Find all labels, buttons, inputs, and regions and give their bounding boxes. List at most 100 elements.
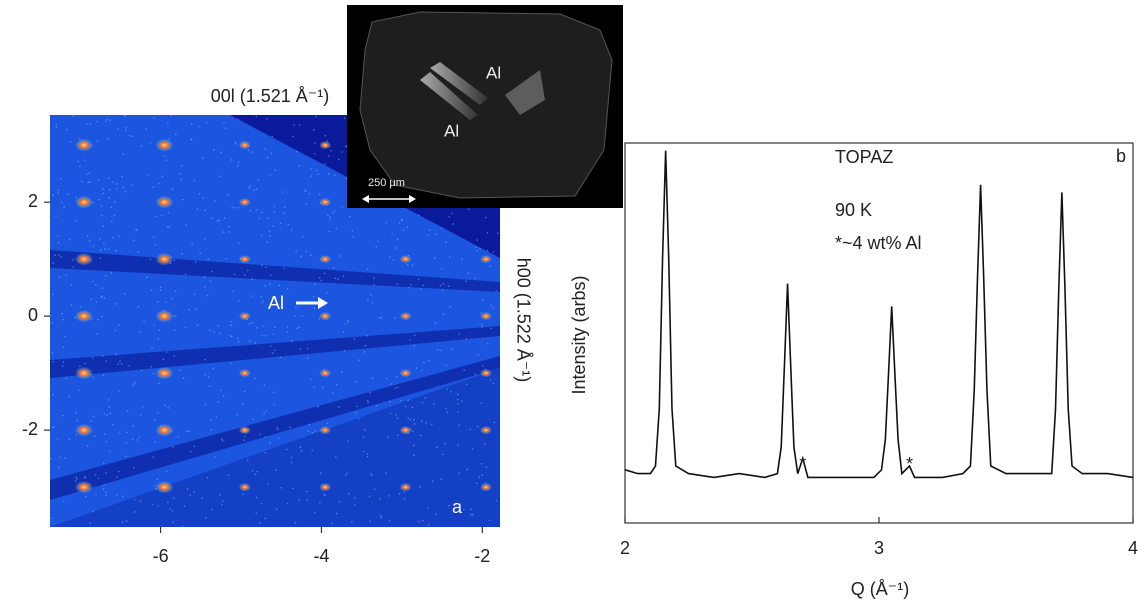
speckle [233,273,236,276]
speckle [92,376,94,379]
speckle [206,294,209,297]
speckle [353,497,356,499]
speckle [206,476,209,479]
speckle [345,144,348,147]
speckle [178,173,181,175]
speckle [476,425,479,428]
bragg-spot [480,311,492,321]
speckle [273,205,276,208]
speckle [366,399,369,402]
speckle [165,470,168,472]
speckle [123,114,125,117]
speckle [344,323,347,325]
speckle [102,374,105,377]
speckle [388,519,391,522]
speckle [157,411,159,414]
speckle [470,513,472,516]
speckle [114,200,116,203]
speckle [52,360,54,363]
speckle [396,238,399,240]
speckle [117,128,120,130]
speckle [228,225,230,228]
speckle [423,361,425,364]
y-axis-label: Intensity (arbs) [569,275,589,394]
peak-marker: * [906,454,913,474]
speckle [229,362,232,365]
speckle [185,224,188,227]
speckle [125,520,128,522]
speckle [195,308,198,311]
speckle [251,321,253,324]
speckle [403,498,406,500]
speckle [254,377,257,380]
speckle [211,270,213,273]
speckle [351,521,353,523]
speckle [486,249,489,252]
panel-label: a [452,497,463,517]
speckle [121,175,123,178]
speckle [130,184,133,187]
speckle [442,313,445,315]
speckle [110,272,113,274]
speckle [151,347,153,349]
right-label: h00 (1.522 Å⁻¹) [513,258,533,383]
speckle [295,150,298,153]
speckle [479,248,481,250]
speckle [146,276,148,278]
speckle [165,301,167,304]
bragg-spot [238,482,251,492]
speckle [261,211,263,214]
speckle [330,149,332,152]
speckle [459,503,462,506]
x-axis-label: Q (Å⁻¹) [851,579,910,599]
speckle [193,293,196,296]
speckle [417,278,420,281]
speckle [55,126,58,129]
speckle [86,445,89,447]
speckle [207,258,210,261]
speckle [220,151,222,154]
speckle [326,422,329,425]
speckle [108,196,110,199]
speckle [230,159,233,161]
speckle [495,499,498,502]
speckle [104,274,107,277]
speckle [131,438,134,440]
speckle [380,516,383,519]
speckle [276,426,279,429]
speckle [320,472,322,475]
speckle [492,307,494,309]
speckle [441,453,444,456]
bragg-spot [155,252,174,266]
speckle [269,283,271,285]
speckle [441,227,443,229]
speckle [50,457,52,460]
speckle [366,335,368,337]
speckle [171,297,174,300]
speckle [94,474,97,476]
speckle [116,493,118,496]
speckle [290,229,293,231]
speckle [179,369,182,372]
speckle [213,331,215,333]
speckle [99,237,101,240]
speckle [221,438,223,440]
speckle [396,283,399,286]
speckle [116,476,118,478]
speckle [266,118,268,120]
speckle [80,180,83,183]
speckle [182,377,185,379]
speckle [296,327,298,330]
speckle [205,516,207,519]
speckle [72,259,74,261]
y-tick-label: 2 [28,191,38,211]
speckle [152,117,155,119]
line-panel: TOPAZ 90 K *~4 wt% Al b Q (Å⁻¹) Intensit… [569,142,1134,599]
speckle [272,333,275,336]
speckle [133,239,135,242]
speckle [467,272,470,275]
speckle [347,440,350,443]
speckle [125,129,127,132]
speckle [146,174,149,176]
speckle [466,468,468,471]
